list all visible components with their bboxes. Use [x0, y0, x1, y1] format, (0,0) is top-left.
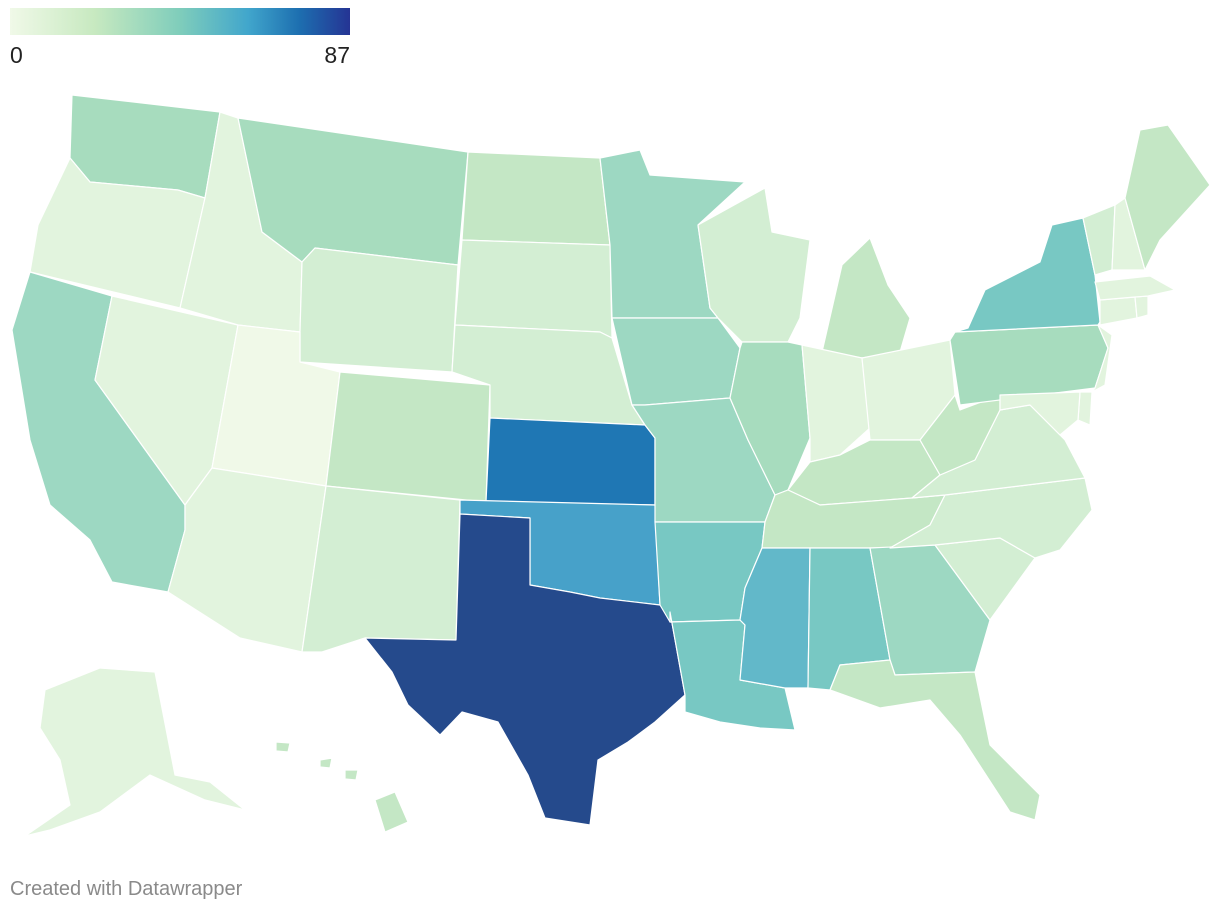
- state-ri[interactable]: [1134, 295, 1149, 319]
- state-mi[interactable]: [821, 237, 911, 359]
- state-nm[interactable]: [301, 485, 461, 653]
- credit-line: Created with Datawrapper: [10, 878, 243, 900]
- state-fl[interactable]: [829, 659, 1041, 821]
- color-legend: 0 87: [10, 8, 350, 68]
- state-nc[interactable]: [889, 477, 1093, 559]
- state-nd[interactable]: [461, 151, 611, 246]
- state-wy[interactable]: [299, 247, 459, 373]
- state-co[interactable]: [325, 371, 491, 503]
- state-sd[interactable]: [454, 239, 613, 339]
- legend-max-label: 87: [324, 42, 350, 68]
- legend-min-label: 0: [10, 42, 23, 68]
- state-md[interactable]: [999, 391, 1081, 436]
- state-hi[interactable]: [275, 741, 409, 833]
- legend-gradient-bar: [10, 8, 350, 35]
- state-ks[interactable]: [485, 417, 656, 506]
- state-me[interactable]: [1124, 124, 1211, 271]
- state-az[interactable]: [167, 467, 327, 653]
- state-ct[interactable]: [1099, 296, 1138, 326]
- state-ma[interactable]: [1094, 275, 1176, 301]
- state-ak[interactable]: [24, 667, 246, 837]
- state-wi[interactable]: [697, 187, 811, 343]
- state-tx[interactable]: [364, 513, 686, 826]
- state-ia[interactable]: [611, 317, 741, 406]
- state-ny[interactable]: [954, 217, 1101, 333]
